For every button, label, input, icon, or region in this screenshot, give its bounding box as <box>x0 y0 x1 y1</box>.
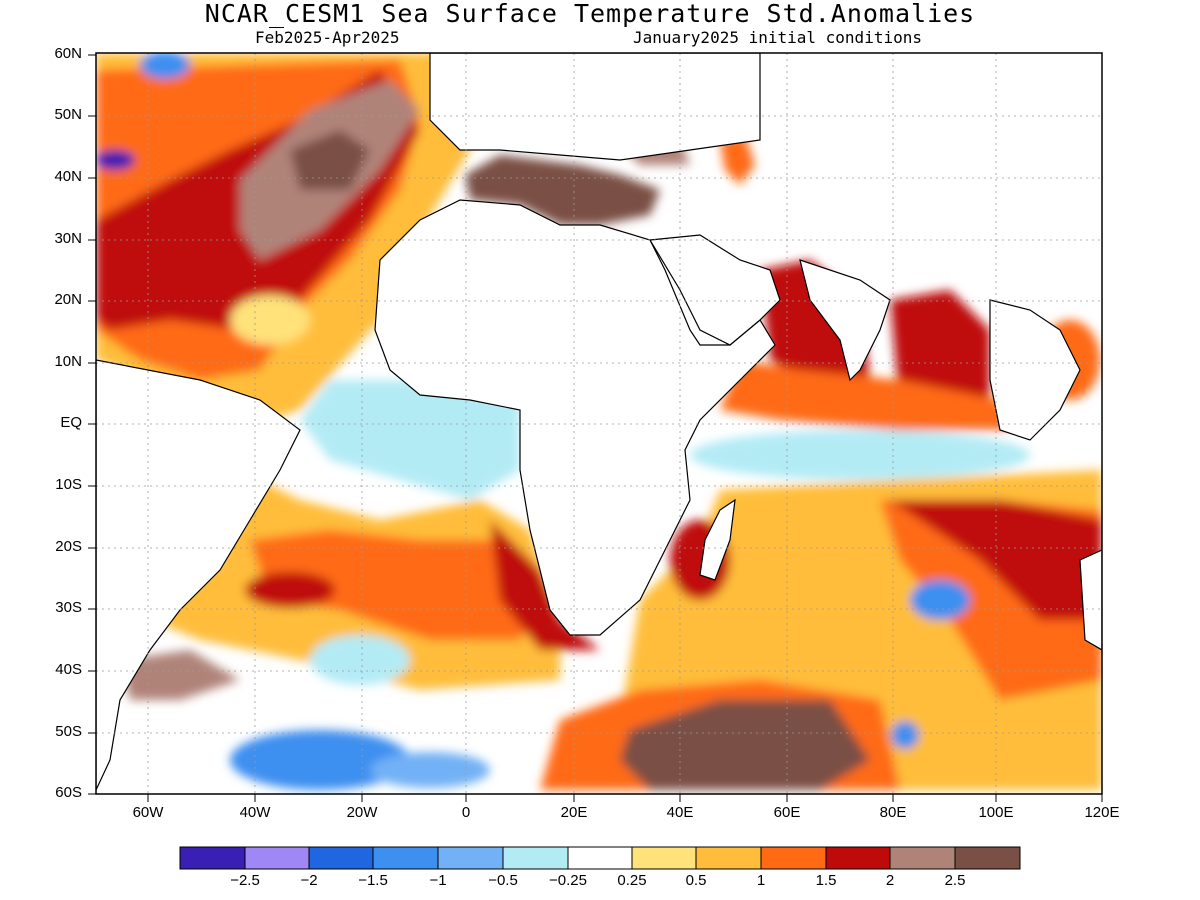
lon-label: 80E <box>879 804 907 821</box>
lon-label: 120E <box>1084 804 1120 821</box>
southeast-asia-outline <box>989 299 1081 441</box>
lon-label: 20E <box>560 804 588 821</box>
south-america-outline <box>96 359 301 791</box>
colorbar-label: −2.5 <box>230 872 260 889</box>
equatorial-indian-cool-band <box>690 430 1030 480</box>
lat-label: EQ <box>60 414 82 431</box>
lat-label: 20S <box>55 538 82 555</box>
newfoundland-cold-spot <box>96 150 135 170</box>
colorbar-swatch-3 <box>372 846 439 870</box>
colorbar-swatch-9 <box>760 846 827 870</box>
lon-label: 60E <box>773 804 801 821</box>
colorbar-swatch-4 <box>437 846 504 870</box>
india-outline <box>799 259 891 382</box>
land-masses <box>96 53 1102 791</box>
colorbar-label: 1 <box>756 872 766 889</box>
north-atlantic-extreme-region <box>290 130 370 190</box>
colorbar-swatch-0 <box>179 846 246 870</box>
colorbar <box>179 846 1021 870</box>
south-atlantic-cool-patch <box>310 635 410 685</box>
lat-label: 40S <box>55 661 82 678</box>
colorbar-label: 0.5 <box>685 872 707 889</box>
lat-label: 50S <box>55 723 82 740</box>
colorbar-swatch-8 <box>695 846 762 870</box>
southern-ocean-extreme <box>620 700 870 790</box>
lon-label: 40W <box>239 804 271 821</box>
colorbar-swatch-10 <box>825 846 891 870</box>
labrador-cold-spot <box>140 53 190 79</box>
lon-label: 20W <box>346 804 378 821</box>
lat-label: 20N <box>54 291 82 308</box>
anomaly-field <box>96 53 1102 790</box>
colorbar-label: −0.25 <box>549 872 587 889</box>
south-atlantic-core <box>245 572 335 608</box>
argentine-shelf-anomaly <box>120 650 240 700</box>
north-indian-ocean-warm <box>720 360 1010 430</box>
mediterranean-anomaly <box>465 155 660 225</box>
south-indian-cool-spot <box>910 580 970 620</box>
colorbar-label: −0.5 <box>488 872 518 889</box>
colorbar-swatch-11 <box>889 846 956 870</box>
forecast-period: Feb2025-Apr2025 <box>255 28 400 47</box>
lat-label: 30S <box>55 599 82 616</box>
north-atlantic-neutral-patch <box>230 295 310 345</box>
map-title: NCAR_CESM1 Sea Surface Temperature Std.A… <box>204 0 976 28</box>
colorbar-label: −2 <box>300 872 318 889</box>
colorbar-label: 0.25 <box>617 872 647 889</box>
axis-ticks <box>88 54 1103 802</box>
indian-ocean-southeast-core <box>890 500 1102 620</box>
colorbar-label: 2 <box>885 872 895 889</box>
kerguelen-cool-spot <box>891 721 919 749</box>
lat-label: 60S <box>55 784 82 801</box>
initial-conditions-label: January2025 initial conditions <box>633 28 922 47</box>
lon-label: 40E <box>666 804 694 821</box>
lon-label: 100E <box>978 804 1014 821</box>
lat-label: 10N <box>54 353 82 370</box>
lat-label: 10S <box>55 476 82 493</box>
madagascar-outline <box>699 498 736 581</box>
equatorial-atlantic-band <box>300 380 520 500</box>
caspian-anomaly <box>720 135 755 185</box>
southwest-atlantic-cold <box>230 730 410 790</box>
colorbar-label: −1.5 <box>358 872 388 889</box>
colorbar-swatch-6 <box>567 846 633 870</box>
australia-outline <box>1079 549 1102 651</box>
lat-label: 30N <box>54 230 82 247</box>
lat-label: 40N <box>54 168 82 185</box>
lon-label: 60W <box>132 804 164 821</box>
colorbar-label: −1 <box>429 872 447 889</box>
europe-outline <box>429 53 761 161</box>
africa-outline <box>374 199 776 636</box>
lat-label: 50N <box>54 106 82 123</box>
colorbar-swatch-5 <box>502 846 569 870</box>
colorbar-swatch-2 <box>308 846 374 870</box>
lon-label: 0 <box>461 804 471 821</box>
south-atlantic-strong-region <box>250 530 540 640</box>
lat-label: 60N <box>54 45 82 62</box>
colorbar-label: 2.5 <box>944 872 966 889</box>
arabia-outline <box>648 234 781 346</box>
colorbar-swatch-7 <box>631 846 697 870</box>
southwest-atlantic-cool <box>370 752 490 788</box>
colorbar-label: 1.5 <box>815 872 837 889</box>
colorbar-swatch-1 <box>244 846 310 870</box>
colorbar-swatch-12 <box>954 846 1021 870</box>
